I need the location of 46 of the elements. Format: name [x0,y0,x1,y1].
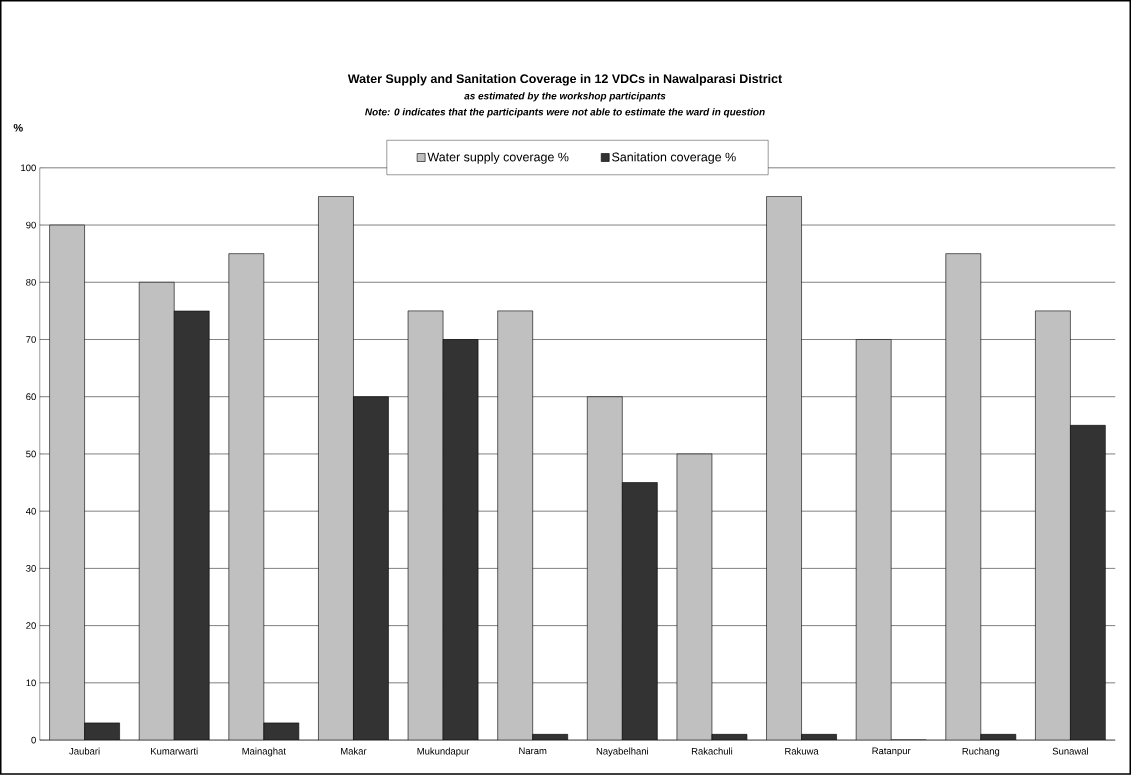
y-tick-label: 40 [25,507,36,515]
x-tick-label: Naram [519,747,547,755]
x-tick-label: Mainaghat [242,747,286,757]
bar [318,196,354,741]
legend-label: Sanitation coverage % [612,152,736,164]
x-tick-label: Makar [341,747,367,755]
legend-label: Water supply coverage % [427,152,569,164]
y-tick-label: 0 [31,736,36,744]
bar [587,396,623,741]
x-tick-label: Rakachuli [691,747,733,755]
x-tick-label: Nayabelhani [596,747,648,757]
bar [766,196,802,741]
x-tick-label: Mukundapur [417,747,470,757]
y-tick-label: 70 [26,336,36,343]
y-tick-label: 30 [26,565,36,572]
bar [622,482,658,741]
y-axis-title: % [13,123,23,132]
x-tick-label: Ruchang [962,747,1000,757]
x-tick-label: Kumarwarti [151,747,198,755]
x-tick-label: Ratanpur [872,747,911,757]
bar [353,396,389,741]
bar [855,339,892,741]
bar [228,253,265,741]
y-tick-label: 80 [26,278,36,286]
y-tick-label: 90 [26,221,36,229]
chart-title: Water Supply and Sanitation Coverage in 12 VDCs in Nawalparasi District [347,74,782,86]
y-tick-label: 100 [21,164,36,172]
bar [1035,310,1071,741]
bar [497,310,533,741]
bar [173,310,210,741]
x-tick-label: Rakuwa [785,747,819,755]
y-tick-label: 50 [26,450,36,458]
bar [676,453,713,741]
chart-subtitle: as estimated by the workshop participants [464,92,666,102]
bar [138,282,175,741]
y-tick-label: 20 [26,622,36,630]
bar [407,310,444,741]
bar [945,253,982,741]
y-tick-label: 10 [26,679,36,687]
bar [442,339,479,741]
bar [49,224,85,741]
x-tick-label: Sunawal [1052,747,1088,755]
text: Note: 0 indicates that the participants were not able to estimate the ward in question [365,108,765,118]
x-tick-label: Jaubari [69,747,100,755]
bar [1070,425,1106,741]
y-tick-label: 60 [26,393,36,401]
